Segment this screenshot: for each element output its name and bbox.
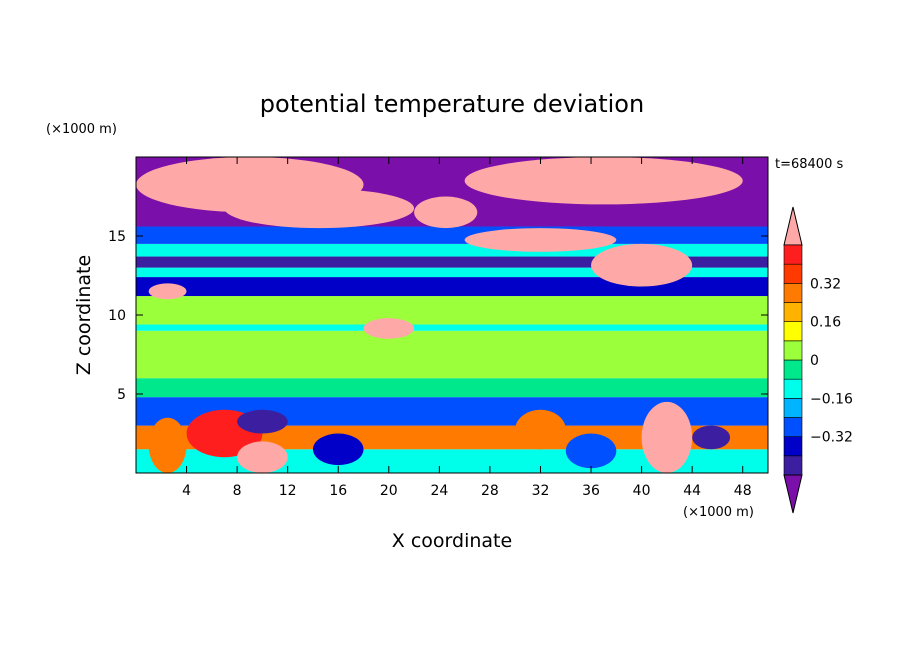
colorbar-segment-5 xyxy=(783,378,803,399)
colorbar-top-arrow xyxy=(783,206,803,246)
y-unit-label: (×1000 m) xyxy=(46,122,117,137)
x-tick-label-6: 28 xyxy=(481,483,499,499)
x-unit-label: (×1000 m) xyxy=(683,505,754,520)
patch-5 xyxy=(591,243,693,287)
plot-area xyxy=(136,157,768,473)
band-8 xyxy=(136,267,768,278)
x-tick-label-5: 24 xyxy=(430,483,448,499)
colorbar-segment-12 xyxy=(783,244,803,265)
patch-16 xyxy=(692,425,731,450)
patch-2 xyxy=(414,196,478,229)
colorbar-segment-2 xyxy=(783,436,803,457)
colorbar-segment-4 xyxy=(783,398,803,418)
patch-15 xyxy=(565,433,617,469)
colorbar-segment-1 xyxy=(783,455,803,476)
y-axis: 5 10 15 xyxy=(108,229,768,403)
patch-7 xyxy=(363,318,415,339)
band-5 xyxy=(136,324,768,331)
x-axis: 4 8 12 16 20 24 28 32 36 40 44 48 xyxy=(182,157,752,499)
x-tick-label-10: 44 xyxy=(683,483,701,499)
colorbar-segment-9 xyxy=(783,302,803,322)
x-tick-label-3: 16 xyxy=(329,483,347,499)
chart-title: potential temperature deviation xyxy=(260,90,644,118)
patch-6 xyxy=(148,283,187,300)
time-label: t=68400 s xyxy=(775,157,843,172)
colorbar: 0.32 0.16 0 −0.16 −0.32 xyxy=(783,206,853,514)
colorbar-segment-3 xyxy=(783,417,803,437)
x-tick-label-7: 32 xyxy=(532,483,550,499)
colorbar-segment-7 xyxy=(783,340,803,361)
patch-8 xyxy=(148,417,187,473)
patch-4 xyxy=(464,157,743,205)
x-tick-label-1: 8 xyxy=(233,483,242,499)
y-tick-label-0: 5 xyxy=(117,387,126,403)
x-tick-label-11: 48 xyxy=(734,483,752,499)
colorbar-label-1: 0.16 xyxy=(810,315,841,331)
band-4 xyxy=(136,330,768,379)
x-tick-label-4: 20 xyxy=(380,483,398,499)
colorbar-label-4: −0.32 xyxy=(810,430,853,446)
x-tick-label-9: 40 xyxy=(633,483,651,499)
band-11 xyxy=(136,226,768,244)
patch-13 xyxy=(237,409,288,434)
x-tick-label-0: 4 xyxy=(182,483,191,499)
x-tick-label-8: 36 xyxy=(582,483,600,499)
band-6 xyxy=(136,296,768,325)
y-tick-label-1: 10 xyxy=(108,308,126,324)
band-3 xyxy=(136,378,768,398)
colorbar-bottom-arrow xyxy=(783,474,803,514)
patch-14 xyxy=(312,433,364,466)
colorbar-label-3: −0.16 xyxy=(810,391,853,407)
colorbar-segment-6 xyxy=(783,359,803,380)
patch-10 xyxy=(237,441,288,473)
x-axis-label: X coordinate xyxy=(392,530,512,552)
patch-12 xyxy=(641,401,693,473)
colorbar-segment-10 xyxy=(783,283,803,303)
patch-3 xyxy=(464,228,617,252)
x-tick-label-2: 12 xyxy=(279,483,297,499)
colorbar-segment-8 xyxy=(783,321,803,342)
colorbar-label-0: 0.32 xyxy=(810,276,841,292)
band-9 xyxy=(136,256,768,268)
colorbar-label-2: 0 xyxy=(810,353,819,369)
y-axis-label: Z coordinate xyxy=(73,255,95,375)
colorbar-segment-11 xyxy=(783,263,803,284)
patch-1 xyxy=(224,188,415,229)
patch-11 xyxy=(515,409,566,450)
y-tick-label-2: 15 xyxy=(108,229,126,245)
